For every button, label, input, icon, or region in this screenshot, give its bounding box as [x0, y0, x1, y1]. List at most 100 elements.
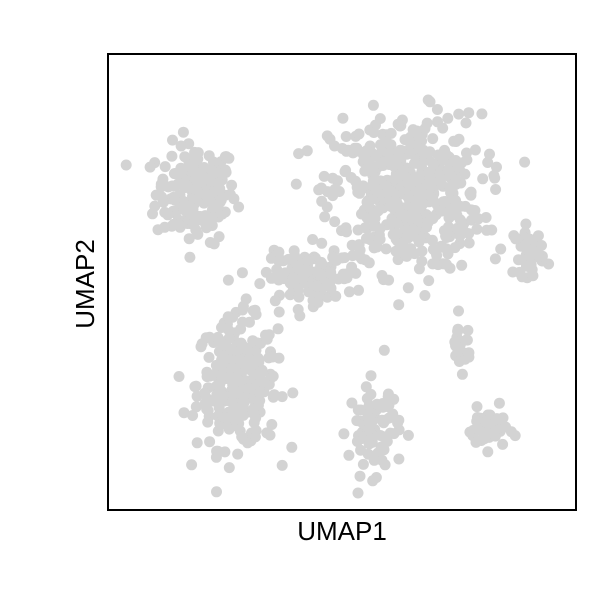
scatter-point — [385, 185, 397, 197]
scatter-point — [332, 273, 344, 285]
scatter-point — [393, 299, 405, 311]
scatter-point — [449, 242, 461, 254]
scatter-point — [120, 159, 132, 171]
scatter-point — [449, 179, 460, 191]
scatter-point — [273, 255, 285, 267]
scatter-point — [284, 289, 296, 301]
scatter-point — [489, 172, 501, 184]
scatter-point — [408, 227, 420, 239]
scatter-point — [378, 156, 390, 168]
scatter-point — [315, 256, 327, 268]
scatter-point — [453, 356, 465, 367]
scatter-point — [440, 148, 452, 160]
scatter-point — [437, 196, 449, 208]
scatter-point — [311, 280, 323, 292]
scatter-point — [423, 275, 435, 287]
scatter-point — [452, 161, 464, 173]
scatter-point — [183, 233, 195, 245]
scatter-point — [469, 144, 481, 156]
scatter-point — [237, 316, 248, 328]
scatter-point — [204, 436, 216, 448]
scatter-point — [482, 446, 494, 458]
scatter-point — [353, 128, 365, 140]
scatter-point — [352, 224, 364, 236]
scatter-point — [356, 208, 367, 220]
scatter-point — [286, 441, 298, 453]
scatter-point — [376, 454, 388, 466]
scatter-point — [340, 131, 352, 142]
scatter-point — [463, 351, 475, 363]
scatter-point — [454, 214, 466, 226]
scatter-point — [365, 370, 377, 382]
scatter-point — [460, 117, 472, 129]
scatter-point — [394, 144, 406, 156]
scatter-point — [437, 122, 449, 134]
scatter-point — [311, 266, 323, 277]
scatter-point — [450, 195, 462, 207]
scatter-point — [491, 161, 502, 173]
scatter-point — [367, 99, 379, 111]
scatter-point — [223, 462, 235, 474]
scatter-point — [199, 387, 211, 399]
scatter-point — [521, 243, 533, 255]
scatter-point — [355, 444, 367, 456]
scatter-point — [312, 296, 324, 308]
scatter-point — [352, 487, 364, 499]
scatter-point — [469, 205, 481, 216]
scatter-point — [159, 221, 171, 233]
scatter-point — [407, 211, 419, 222]
scatter-point — [213, 402, 225, 414]
scatter-point — [363, 438, 375, 450]
scatter-point — [190, 401, 202, 413]
scatter-point — [167, 134, 178, 146]
scatter-point — [432, 149, 444, 161]
scatter-point — [307, 234, 319, 245]
scatter-point — [254, 387, 266, 399]
scatter-point — [330, 290, 342, 302]
scatter-point — [337, 112, 349, 124]
scatter-point — [390, 198, 402, 210]
scatter-point — [179, 151, 191, 163]
scatter-point — [413, 263, 425, 275]
scatter-point — [456, 259, 468, 271]
scatter-point — [302, 265, 314, 277]
scatter-point — [216, 322, 227, 333]
scatter-point — [240, 293, 252, 305]
scatter-point — [287, 272, 299, 284]
scatter-point — [261, 333, 273, 345]
scatter-point — [403, 135, 415, 147]
scatter-point — [470, 436, 482, 448]
scatter-point — [363, 423, 375, 435]
scatter-point — [340, 222, 352, 234]
scatter-point — [480, 416, 492, 428]
scatter-point — [211, 389, 223, 401]
scatter-point — [431, 249, 443, 261]
scatter-point — [193, 172, 205, 184]
scatter-point — [213, 378, 225, 390]
scatter-point — [250, 412, 262, 424]
scatter-point — [431, 104, 443, 115]
scatter-point — [453, 108, 465, 120]
scatter-point — [343, 286, 355, 298]
scatter-point — [327, 172, 339, 184]
scatter-point — [519, 156, 531, 168]
scatter-point — [218, 339, 230, 351]
scatter-point — [442, 112, 454, 124]
scatter-point — [273, 306, 285, 318]
scatter-point — [191, 437, 203, 449]
scatter-point — [463, 107, 475, 119]
scatter-point — [293, 148, 305, 160]
scatter-point — [290, 178, 302, 190]
scatter-point — [212, 425, 224, 437]
scatter-point — [404, 147, 416, 159]
scatter-point — [324, 267, 336, 279]
scatter-point — [329, 216, 341, 228]
scatter-point — [381, 435, 393, 447]
scatter-point — [495, 243, 507, 255]
scatter-point — [443, 221, 454, 233]
scatter-point — [482, 428, 494, 440]
scatter-point — [351, 181, 363, 193]
scatter-point — [363, 257, 375, 269]
scatter-point — [343, 449, 355, 461]
scatter-point — [380, 243, 392, 255]
